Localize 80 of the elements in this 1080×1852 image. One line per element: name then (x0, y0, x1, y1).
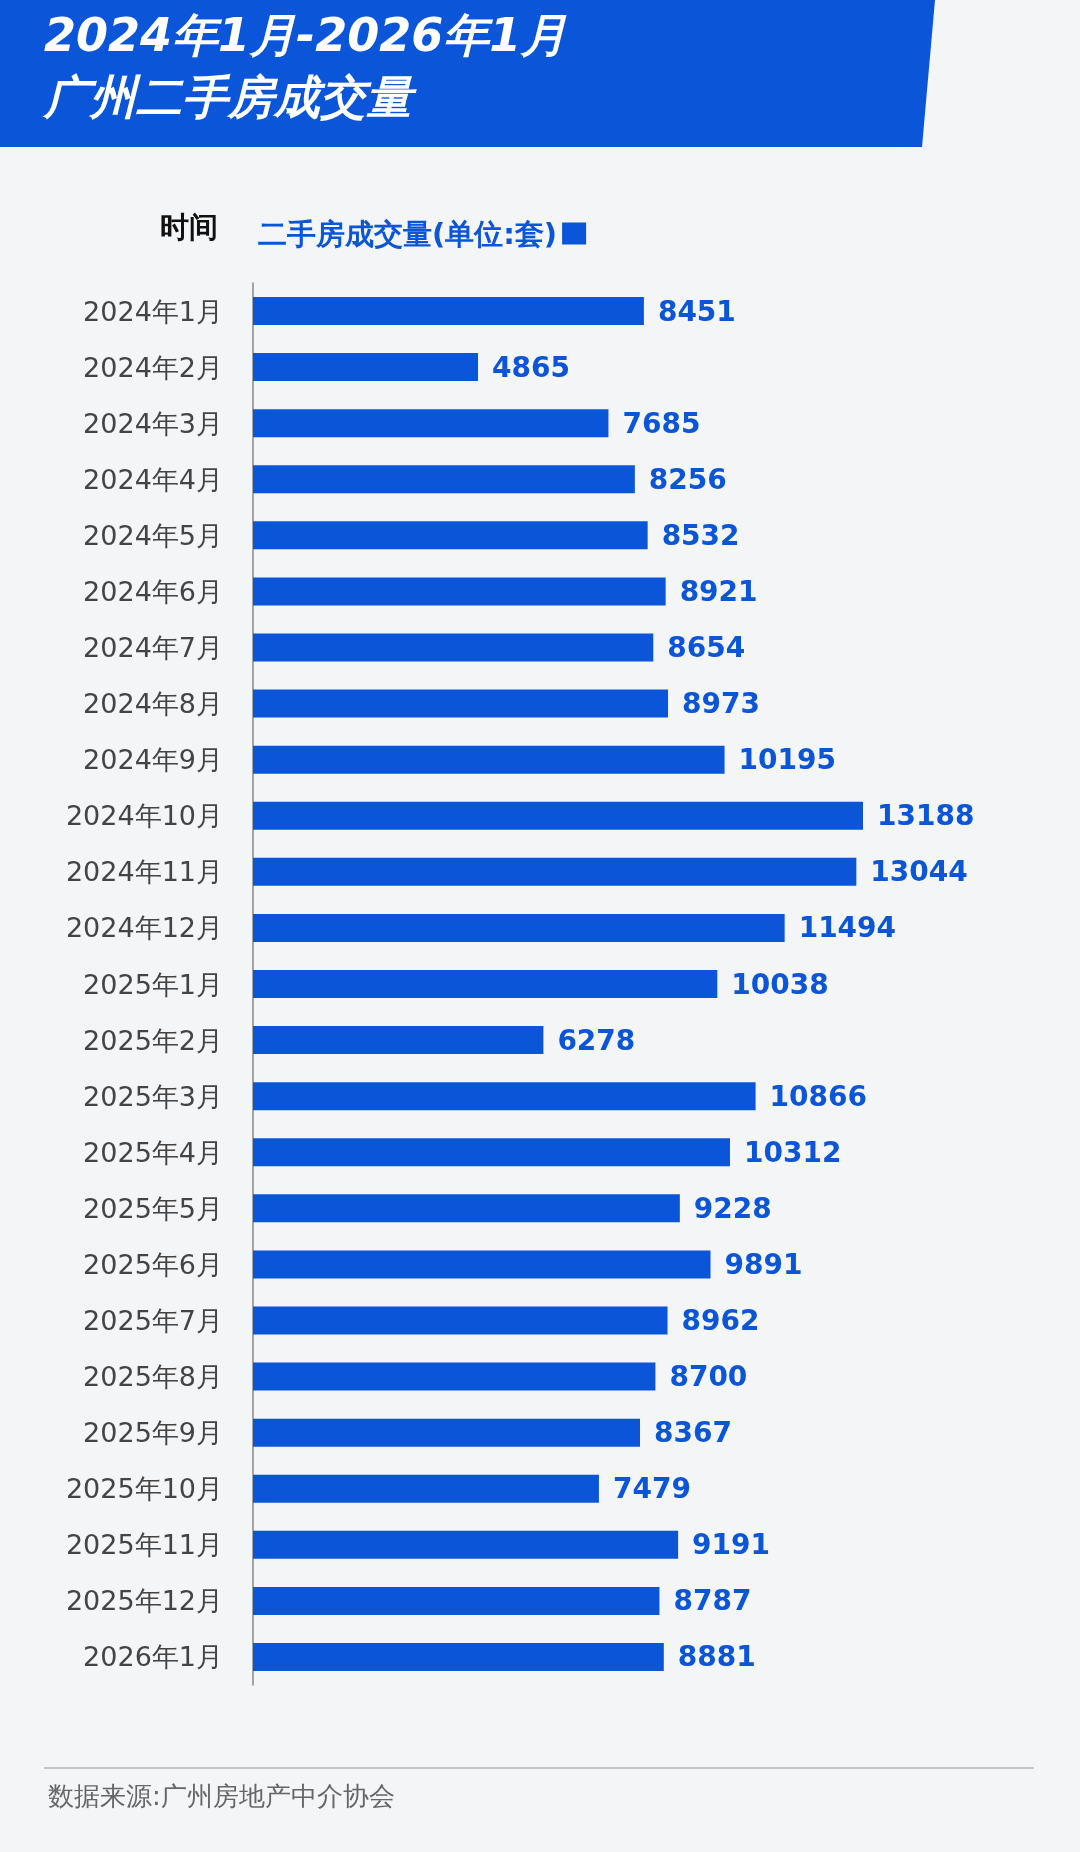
legend-label: 二手房成交量(单位:套) (258, 216, 558, 251)
bar (253, 970, 718, 998)
y-tick-label: 2025年12月 (65, 1585, 223, 1617)
bar (253, 745, 725, 774)
bar (253, 857, 857, 886)
y-tick-label: 2024年8月 (83, 688, 223, 720)
data-label: 8256 (648, 462, 727, 496)
bar (253, 1642, 664, 1671)
y-axis-title: 时间 (160, 209, 218, 244)
bar (253, 1418, 641, 1447)
bar (253, 1082, 756, 1111)
bar (253, 353, 479, 382)
chart-title: 2024年1月-2026年1月 (44, 8, 568, 62)
data-label: 10195 (738, 743, 836, 777)
data-label: 10312 (743, 1135, 842, 1169)
y-tick-label: 2025年3月 (83, 1080, 223, 1112)
y-tick-label: 2024年4月 (83, 463, 223, 495)
data-label: 13188 (877, 799, 975, 833)
data-label: 8921 (679, 574, 758, 608)
data-label: 8532 (661, 518, 740, 552)
bar (253, 1026, 544, 1055)
y-tick-label: 2026年1月 (83, 1641, 223, 1673)
source-note: 数据来源:广州房地产中介协会 (48, 1781, 395, 1811)
data-label: 8700 (669, 1360, 748, 1394)
data-label: 8451 (657, 294, 736, 328)
bar (253, 801, 863, 830)
y-tick-label: 2025年7月 (83, 1304, 223, 1336)
data-label: 10866 (769, 1079, 868, 1113)
y-tick-label: 2024年5月 (83, 519, 223, 551)
data-label: 9191 (692, 1528, 771, 1562)
chart-subtitle: 广州二手房成交量 (42, 70, 417, 124)
bar (253, 1250, 711, 1279)
y-tick-label: 2024年9月 (83, 744, 223, 776)
data-label: 8367 (654, 1416, 732, 1450)
y-tick-label: 2025年5月 (83, 1192, 223, 1224)
y-tick-label: 2024年10月 (65, 800, 223, 832)
data-label: 7479 (612, 1472, 691, 1506)
data-label: 8973 (682, 687, 760, 721)
bar (253, 1586, 660, 1615)
bar (253, 1306, 668, 1335)
bar (253, 1362, 656, 1391)
bar (253, 913, 785, 942)
y-tick-label: 2025年9月 (83, 1417, 223, 1449)
y-tick-label: 2025年1月 (83, 968, 223, 1000)
bar (253, 521, 648, 550)
y-tick-label: 2024年7月 (83, 632, 223, 664)
y-tick-label: 2024年6月 (83, 575, 223, 607)
y-tick-label: 2024年11月 (65, 856, 223, 888)
bar (253, 1138, 730, 1167)
y-tick-label: 2024年2月 (83, 351, 223, 383)
bar (253, 1530, 679, 1559)
data-label: 13044 (870, 855, 968, 889)
bar (253, 297, 644, 326)
y-tick-label: 2024年3月 (83, 407, 223, 439)
data-label: 8962 (681, 1303, 760, 1337)
y-tick-label: 2025年11月 (65, 1529, 223, 1561)
data-label: 11494 (798, 911, 897, 945)
y-tick-label: 2025年10月 (65, 1473, 223, 1505)
bar (253, 577, 666, 606)
bar (253, 633, 654, 662)
bar (253, 465, 635, 494)
data-label: 7685 (622, 406, 701, 440)
data-label: 8787 (673, 1584, 752, 1618)
bar (253, 1194, 680, 1223)
data-label: 9891 (724, 1247, 803, 1281)
data-label: 10038 (731, 967, 829, 1001)
y-tick-label: 2025年2月 (83, 1024, 223, 1056)
data-label: 6278 (557, 1023, 636, 1057)
bar (253, 1474, 599, 1503)
data-label: 4865 (492, 350, 570, 384)
y-tick-label: 2024年12月 (65, 912, 223, 944)
y-tick-label: 2025年8月 (83, 1361, 223, 1393)
y-tick-label: 2025年4月 (83, 1136, 223, 1168)
bar (253, 689, 669, 718)
y-tick-label: 2024年1月 (83, 295, 223, 327)
data-label: 8654 (667, 631, 746, 665)
data-label: 8881 (677, 1640, 756, 1674)
data-label: 9228 (693, 1191, 772, 1225)
bar (253, 409, 609, 438)
y-tick-label: 2025年6月 (83, 1248, 223, 1280)
